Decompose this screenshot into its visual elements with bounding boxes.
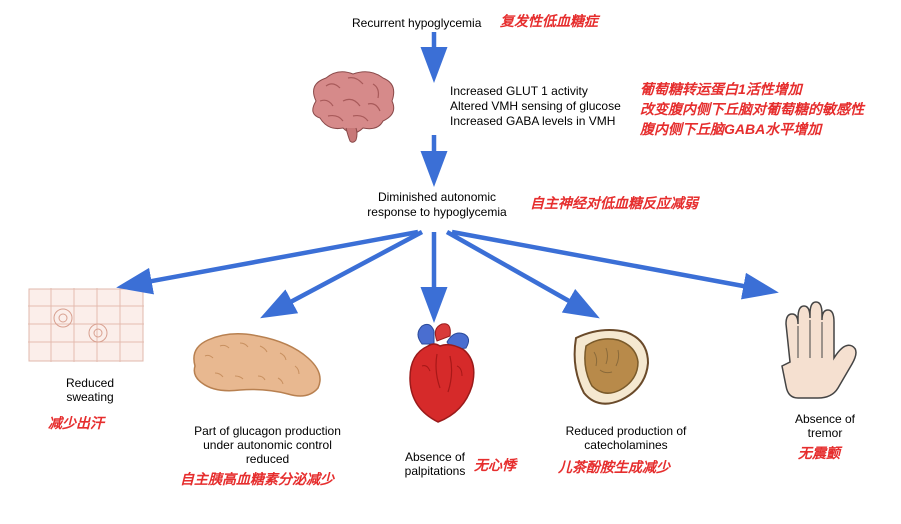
arrows-layer xyxy=(0,0,901,524)
arrow-group xyxy=(125,32,770,314)
